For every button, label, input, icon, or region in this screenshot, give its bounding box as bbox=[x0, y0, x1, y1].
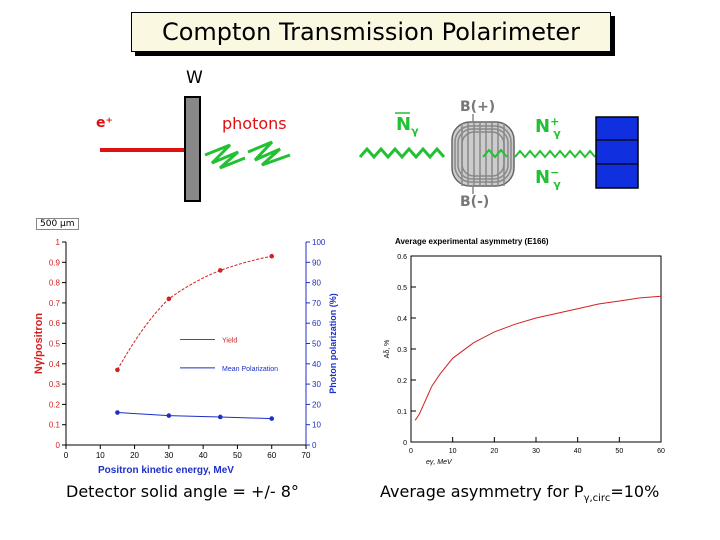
x-tick-label: 30 bbox=[164, 451, 173, 460]
y2-tick-label: 40 bbox=[312, 360, 321, 369]
legend-label: Yield bbox=[222, 337, 237, 344]
x-tick-label: 60 bbox=[657, 448, 665, 455]
plot-area bbox=[410, 255, 662, 443]
n-plus-sub: γ bbox=[553, 126, 561, 140]
b-plus-label: B(+) bbox=[460, 99, 496, 115]
n-gamma-label: Nγ bbox=[396, 114, 419, 138]
n-plus-text: N bbox=[535, 116, 551, 137]
chart-title: Average experimental asymmetry (E166) bbox=[395, 237, 549, 246]
y2-tick-label: 70 bbox=[312, 299, 321, 308]
data-point-yield bbox=[166, 296, 172, 302]
x-tick-label: 10 bbox=[96, 451, 105, 460]
transmitted-photon-wave bbox=[514, 149, 596, 159]
x-tick-label: 60 bbox=[267, 451, 276, 460]
y-tick-label: 0.3 bbox=[49, 380, 61, 389]
detector bbox=[595, 116, 639, 189]
data-point-polarization bbox=[269, 416, 275, 421]
target-label: W bbox=[186, 68, 203, 88]
y-axis-title: Aδ, % bbox=[384, 340, 391, 359]
data-point-yield bbox=[269, 253, 275, 259]
x-tick-label: 40 bbox=[199, 451, 208, 460]
series-line-polarization bbox=[117, 412, 272, 420]
n-gamma-sub: γ bbox=[411, 124, 419, 138]
inner-photon-wave bbox=[482, 148, 508, 159]
y-tick-label: 0.4 bbox=[49, 360, 61, 369]
y2-axis-title: Photon polarization (%) bbox=[328, 293, 338, 394]
data-point-polarization bbox=[166, 413, 172, 418]
y-tick-label: 0.7 bbox=[49, 299, 61, 308]
y-tick-label: 0.4 bbox=[397, 316, 407, 323]
yield-polarization-chart: 00.10.20.30.40.50.60.70.80.9101020304050… bbox=[33, 238, 338, 475]
x-tick-label: 10 bbox=[449, 448, 457, 455]
y2-tick-label: 0 bbox=[312, 441, 317, 450]
n-plus-sup: + bbox=[550, 115, 560, 128]
n-plus-label: N+γ bbox=[535, 115, 561, 140]
x-axis-title: Positron kinetic energy, MeV bbox=[98, 465, 234, 475]
caption-right-suffix: =10% bbox=[610, 482, 660, 501]
n-minus-sup: − bbox=[550, 166, 560, 179]
y2-tick-label: 80 bbox=[312, 279, 321, 288]
x-tick-label: 0 bbox=[64, 451, 69, 460]
n-minus-text: N bbox=[535, 167, 551, 188]
data-point-polarization bbox=[217, 414, 223, 420]
photon-wave-1 bbox=[204, 143, 246, 170]
plot-area bbox=[66, 242, 306, 445]
caption-right: Average asymmetry for Pγ,circ=10% bbox=[380, 482, 659, 504]
y-tick-label: 0.3 bbox=[397, 347, 407, 354]
photon-wave-2 bbox=[247, 140, 291, 167]
x-tick-label: 20 bbox=[490, 448, 498, 455]
x-tick-label: 50 bbox=[233, 451, 242, 460]
y-tick-label: 0.9 bbox=[49, 258, 61, 267]
y2-tick-label: 100 bbox=[312, 238, 326, 247]
foil-thickness-label: 500 μm bbox=[36, 218, 79, 230]
caption-left: Detector solid angle = +/- 8° bbox=[66, 482, 299, 501]
slide-title-text: Compton Transmission Polarimeter bbox=[161, 18, 581, 46]
x-tick-label: 40 bbox=[574, 448, 582, 455]
y-tick-label: 0.1 bbox=[49, 421, 61, 430]
b-minus-label: B(-) bbox=[460, 194, 490, 210]
asymmetry-chart: Average experimental asymmetry (E166) 0 0.… bbox=[384, 237, 665, 466]
n-minus-label: N−γ bbox=[535, 166, 561, 191]
y-tick-label: 0.6 bbox=[49, 319, 61, 328]
y-tick-label: 0.5 bbox=[397, 285, 407, 292]
x-tick-label: 50 bbox=[615, 448, 623, 455]
x-tick-label: 70 bbox=[302, 451, 311, 460]
y-axis-title: Nγ/positron bbox=[33, 313, 45, 374]
series-line-yield bbox=[116, 255, 272, 371]
y-tick-label: 0.1 bbox=[397, 409, 407, 416]
data-point-yield bbox=[217, 268, 223, 273]
x-axis-title: eγ, MeV bbox=[426, 459, 453, 466]
y2-tick-label: 50 bbox=[312, 340, 321, 349]
y-tick-label: 0.6 bbox=[397, 254, 407, 261]
asymmetry-curve bbox=[414, 295, 662, 421]
legend-label: Mean Polarization bbox=[222, 366, 278, 373]
n-gamma-text: N bbox=[396, 114, 412, 135]
data-point-yield bbox=[115, 367, 120, 373]
beam-label: e⁺ bbox=[96, 115, 113, 131]
y-tick-label: 0.2 bbox=[49, 400, 61, 409]
y2-tick-label: 60 bbox=[312, 319, 321, 328]
x-tick-label: 0 bbox=[409, 448, 413, 455]
y-tick-label: 0 bbox=[56, 441, 61, 450]
slide-title: Compton Transmission Polarimeter bbox=[131, 12, 611, 52]
n-minus-sub: γ bbox=[553, 177, 561, 191]
y2-tick-label: 10 bbox=[312, 421, 321, 430]
y2-tick-label: 20 bbox=[312, 400, 321, 409]
y2-tick-label: 90 bbox=[312, 258, 321, 267]
y-tick-label: 0 bbox=[403, 440, 407, 447]
y-tick-label: 0.5 bbox=[49, 340, 61, 349]
data-point-polarization bbox=[115, 410, 120, 415]
y-tick-label: 1 bbox=[56, 238, 61, 247]
x-tick-label: 20 bbox=[130, 451, 139, 460]
photons-label: photons bbox=[222, 114, 287, 133]
caption-right-sub: γ,circ bbox=[583, 493, 611, 505]
incoming-photon-wave bbox=[358, 146, 446, 160]
y2-tick-label: 30 bbox=[312, 380, 321, 389]
y-tick-label: 0.8 bbox=[49, 279, 61, 288]
x-tick-label: 30 bbox=[532, 448, 540, 455]
caption-right-prefix: Average asymmetry for P bbox=[380, 482, 584, 501]
y-tick-label: 0.2 bbox=[397, 378, 407, 385]
tungsten-target bbox=[184, 96, 201, 202]
